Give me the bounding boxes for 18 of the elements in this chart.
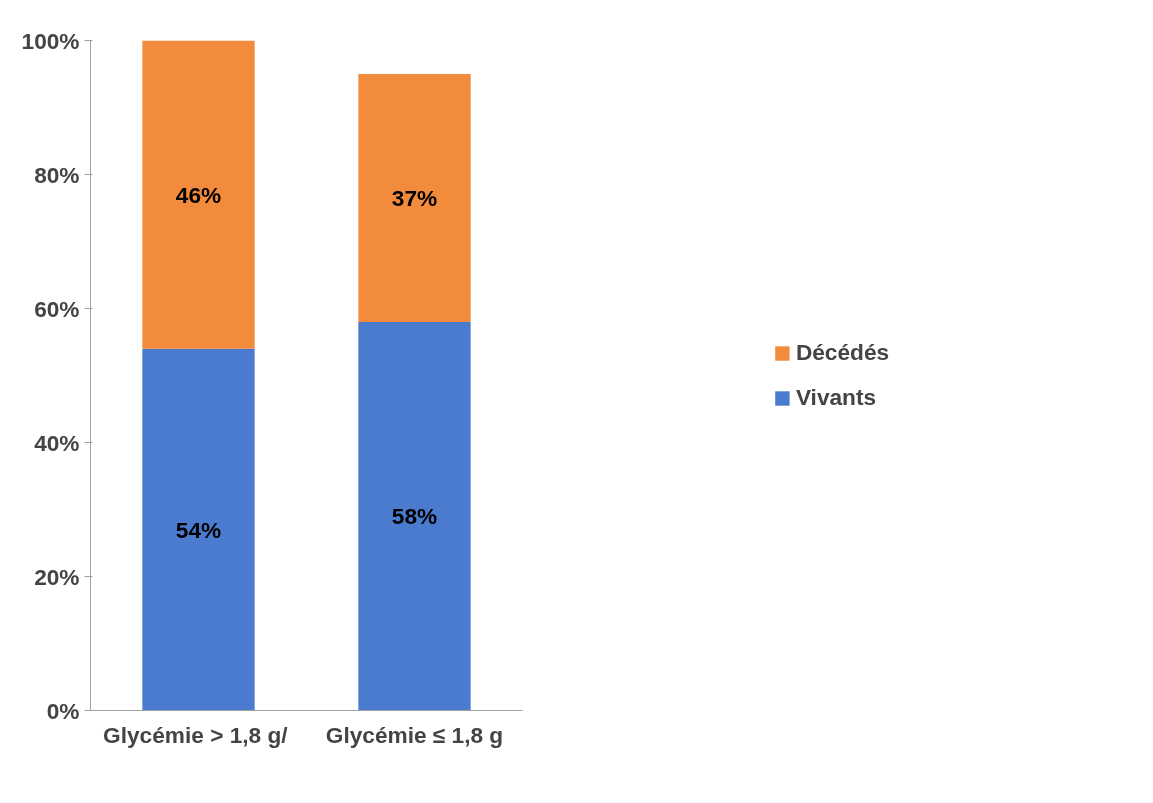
y-tick-label: 20% [34,563,80,590]
bar [142,40,255,349]
x-tick-label: Glycémie > 1,8 g/ [103,721,289,748]
bar [358,321,471,711]
y-tick-label: 0% [46,697,80,724]
data-label: 58% [391,503,438,530]
bar [142,348,255,711]
data-label: 37% [391,184,438,211]
legend-label: Décédés [795,339,890,366]
y-tick-label: 60% [34,295,80,322]
bar [358,74,471,322]
legend-label: Vivants [795,384,877,411]
data-label: 54% [175,516,222,543]
data-label: 46% [175,181,222,208]
y-tick-label: 80% [34,161,80,188]
y-tick-label: 40% [34,429,80,456]
x-tick-label: Glycémie ≤ 1,8 g [325,721,504,748]
y-tick-label: 100% [21,27,80,54]
